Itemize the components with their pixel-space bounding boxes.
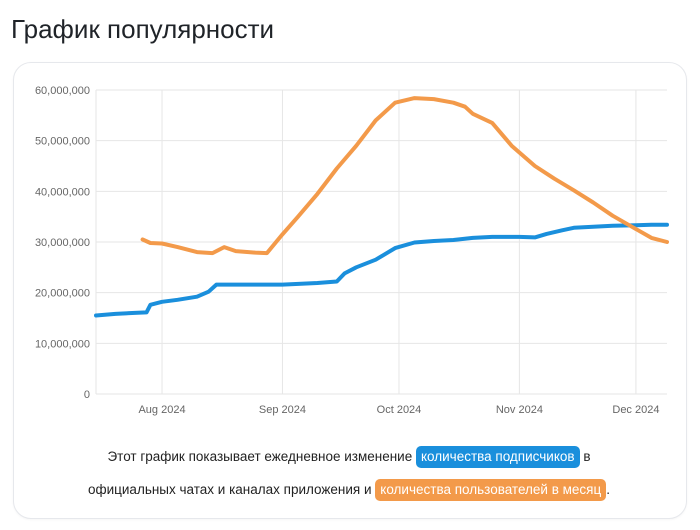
- x-tick-label: Dec 2024: [612, 404, 659, 416]
- caption-text-1: Этот график показывает ежедневное измене…: [107, 449, 416, 464]
- caption-text-4: .: [606, 482, 610, 497]
- caption-text-3: официальных чатах и каналах приложения и: [88, 482, 376, 497]
- monthly_users-line: [140, 96, 669, 256]
- subscribers-line: [94, 222, 669, 318]
- y-tick-label: 30,000,000: [35, 237, 90, 249]
- caption-text-2: в: [579, 449, 591, 464]
- y-tick-label: 60,000,000: [35, 85, 90, 97]
- x-tick-label: Nov 2024: [496, 404, 543, 416]
- subscribers-highlight: количества подписчиков: [415, 446, 580, 468]
- x-tick-label: Aug 2024: [138, 404, 185, 416]
- popularity-chart-card: [13, 62, 687, 519]
- y-tick-label: 10,000,000: [35, 338, 90, 350]
- popularity-chart: 0 10,000,000 20,000,000 30,000,000 40,000,00…: [35, 85, 669, 416]
- x-tick-label: Sep 2024: [259, 404, 306, 416]
- y-tick-label: 50,000,000: [35, 136, 90, 148]
- chart-caption: Этот график показывает ежедневное измене…: [13, 440, 685, 506]
- page-title: График популярности: [11, 14, 275, 44]
- x-tick-label: Oct 2024: [377, 404, 422, 416]
- monthly-users-highlight: количества пользователей в месяц: [375, 479, 607, 501]
- y-tick-label: 0: [84, 389, 90, 401]
- y-tick-label: 40,000,000: [35, 186, 90, 198]
- y-tick-label: 20,000,000: [35, 288, 90, 300]
